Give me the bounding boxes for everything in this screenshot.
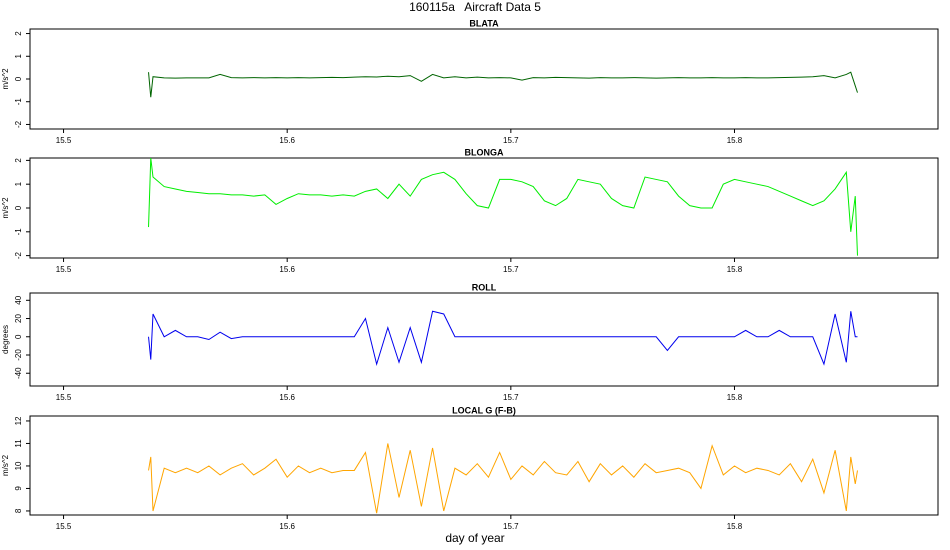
y-tick-label: 12 (14, 416, 23, 425)
y-tick-label: 11 (14, 439, 23, 448)
x-tick-label: 15.6 (279, 393, 295, 402)
y-tick-label: 2 (14, 158, 23, 163)
y-tick-label: -1 (14, 228, 23, 236)
x-tick-label: 15.5 (56, 136, 72, 145)
y-tick-label: -1 (14, 98, 23, 106)
series-line (148, 157, 858, 256)
y-tick-label: -2 (14, 252, 23, 260)
x-tick-label: 15.8 (727, 522, 743, 531)
y-axis-label: degrees (1, 325, 10, 354)
x-tick-label: 15.7 (503, 265, 519, 274)
y-tick-label: 20 (14, 314, 23, 323)
y-tick-label: 1 (14, 53, 23, 58)
page-title: 160115a Aircraft Data 5 (409, 0, 541, 14)
y-tick-label: 8 (14, 508, 23, 513)
y-tick-label: 0 (14, 205, 23, 210)
panel-title: BLONGA (465, 147, 504, 157)
x-tick-label: 15.5 (56, 265, 72, 274)
series-line (148, 443, 858, 514)
y-tick-label: 40 (14, 295, 23, 304)
x-tick-label: 15.5 (56, 393, 72, 402)
panel-title: LOCAL G (F-B) (452, 405, 516, 415)
series-line (148, 71, 858, 98)
y-tick-label: -40 (14, 367, 23, 379)
x-tick-label: 15.8 (727, 136, 743, 145)
x-tick-label: 15.7 (503, 136, 519, 145)
plot-frame (29, 28, 939, 130)
x-tick-label: 15.8 (727, 393, 743, 402)
y-tick-label: 1 (14, 181, 23, 186)
x-tick-label: 15.8 (727, 265, 743, 274)
y-axis-label: m/s^2 (1, 68, 10, 90)
plot-frame (29, 292, 939, 387)
series-line (148, 310, 858, 367)
y-tick-label: 0 (14, 76, 23, 81)
panel-title: BLATA (469, 18, 499, 28)
y-tick-label: -2 (14, 120, 23, 128)
y-axis-label: m/s^2 (1, 197, 10, 219)
y-tick-label: 9 (14, 486, 23, 491)
y-tick-label: 0 (14, 334, 23, 339)
y-axis-label: m/s^2 (1, 454, 10, 476)
x-tick-label: 15.6 (279, 136, 295, 145)
x-tick-label: 15.7 (503, 393, 519, 402)
plot-frame (29, 157, 939, 259)
x-tick-label: 15.5 (56, 522, 72, 531)
x-tick-label: 15.7 (503, 522, 519, 531)
x-tick-label: 15.6 (279, 265, 295, 274)
plot-frame (29, 415, 939, 516)
y-tick-label: -20 (14, 349, 23, 361)
y-tick-label: 2 (14, 31, 23, 36)
y-tick-label: 10 (14, 461, 23, 470)
x-axis-label: day of year (445, 531, 504, 545)
panel-title: ROLL (472, 282, 497, 292)
x-tick-label: 15.6 (279, 522, 295, 531)
